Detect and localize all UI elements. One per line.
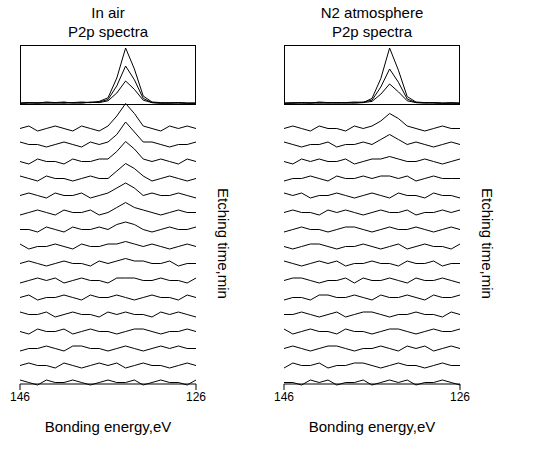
svg-text:146: 146 bbox=[10, 390, 30, 404]
svg-text:126: 126 bbox=[450, 390, 470, 404]
html-text:Etching time,min: Etching time,min bbox=[215, 188, 232, 299]
html-text:Bonding energy,eV: Bonding energy,eV bbox=[44, 418, 172, 435]
html-text:P2p spectra: P2p spectra bbox=[68, 23, 148, 40]
html-text:N2 atmosphere: N2 atmosphere bbox=[320, 4, 424, 21]
html-text:P2p spectra: P2p spectra bbox=[332, 23, 412, 40]
svg-text:146: 146 bbox=[274, 390, 294, 404]
html-text:Bonding energy,eV: Bonding energy,eV bbox=[308, 418, 436, 435]
html-text:Etching time,min: Etching time,min bbox=[479, 188, 496, 299]
svg-text:126: 126 bbox=[186, 390, 206, 404]
html-text:In air: In air bbox=[91, 4, 125, 21]
